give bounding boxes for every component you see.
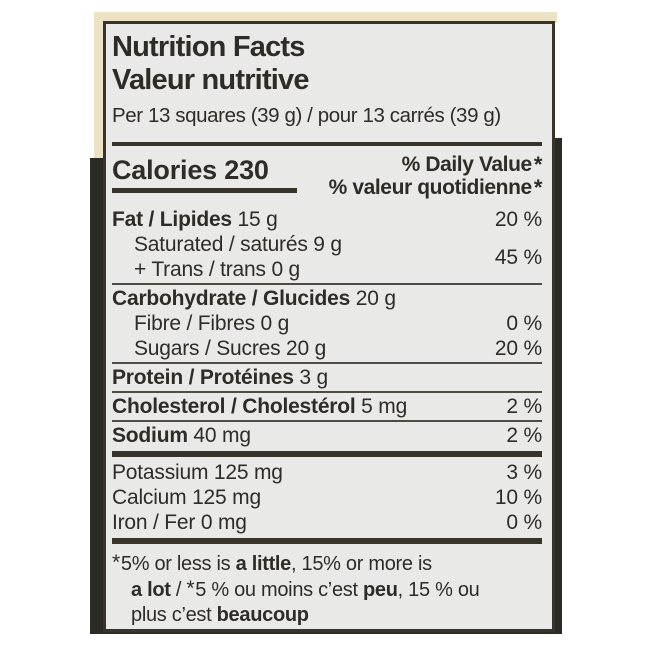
nutrient-name: Iron / Fer 0 mg <box>112 511 247 534</box>
daily-value-header-en: % Daily Value* <box>401 152 543 177</box>
calories-value: 230 <box>224 155 269 185</box>
nutrient-rows: Fat / Lipides 15 g 20 % Saturated / saturé… <box>112 207 542 544</box>
nutrient-name: Potassium 125 mg <box>112 461 283 484</box>
nutrient-row: Calcium 125 mg 10 % <box>112 485 542 510</box>
separator-thin <box>112 391 542 393</box>
nutrient-name: Sodium 40 mg <box>112 424 251 447</box>
nutrient-row: Carbohydrate / Glucides 20 g <box>112 286 542 311</box>
serving-size-line: Per 13 squares (39 g) / pour 13 carrés (… <box>112 104 501 127</box>
nutrient-row: Iron / Fer 0 mg 0 % <box>112 510 542 535</box>
separator-thin <box>112 283 542 285</box>
separator-thin <box>112 362 542 364</box>
footnote-line: plus c’est beaucoup <box>131 604 309 626</box>
daily-value-header-fr: % valeur quotidienne* <box>328 175 543 200</box>
nutrient-row: Potassium 125 mg 3 % <box>112 460 542 485</box>
nutrient-name: Fibre / Fibres 0 g <box>134 312 290 335</box>
nutrient-row: Fibre / Fibres 0 g 0 % <box>112 311 542 336</box>
nutrient-row: Cholesterol / Cholestérol 5 mg 2 % <box>112 394 542 419</box>
daily-value-percent: 20 % <box>494 337 542 360</box>
nutrient-name: Cholesterol / Cholestérol 5 mg <box>112 395 408 418</box>
daily-value-percent: 0 % <box>506 312 542 335</box>
calories-row: Calories 230 <box>112 155 297 199</box>
asterisk: * <box>533 152 543 177</box>
calories-and-daily-value-header: Calories 230 % Daily Value* % valeur quo… <box>112 153 542 199</box>
daily-value-percent: 2 % <box>506 424 542 447</box>
daily-value-percent: 20 % <box>494 208 542 231</box>
daily-value-footnote: *5% or less is a little, 15% or more is a… <box>112 551 542 628</box>
daily-value-header: % Daily Value* % valeur quotidienne* <box>328 152 543 200</box>
separator-thick <box>112 538 542 544</box>
nutrient-name: Fat / Lipides 15 g <box>112 208 278 231</box>
nutrient-row: Saturated / saturés 9 g + Trans / trans 0… <box>112 232 542 282</box>
nutrient-name: Calcium 125 mg <box>112 486 261 509</box>
nutrient-name: Protein / Protéines 3 g <box>112 366 328 389</box>
package-edge-cream-top <box>94 12 557 23</box>
nutrient-name: Carbohydrate / Glucides 20 g <box>112 287 396 310</box>
footnote-line: *5% or less is a little, 15% or more is <box>112 551 432 575</box>
daily-value-percent: 10 % <box>494 486 542 509</box>
label-title-english: Nutrition Facts <box>112 31 305 63</box>
nutrient-name: Sugars / Sucres 20 g <box>134 337 327 360</box>
nutrient-row: Sodium 40 mg 2 % <box>112 423 542 448</box>
separator-medium <box>112 142 542 146</box>
daily-value-percent: 0 % <box>506 511 542 534</box>
package-edge-dark-right <box>551 138 562 630</box>
calories-underline <box>112 188 297 193</box>
nutrient-row: Sugars / Sucres 20 g 20 % <box>112 336 542 361</box>
label-title-french: Valeur nutritive <box>112 64 310 96</box>
footnote-line: a lot / *5 % ou moins c’est peu, 15 % ou <box>131 577 480 601</box>
nutrient-row: Protein / Protéines 3 g <box>112 365 542 390</box>
separator-thick <box>112 451 542 457</box>
daily-value-percent: 3 % <box>506 461 542 484</box>
calories-label: Calories <box>112 155 217 185</box>
nutrition-facts-label: Nutrition Facts Valeur nutritive Per 13 … <box>103 21 555 632</box>
package-edge-cream-left <box>94 12 104 162</box>
separator-thin <box>112 420 542 422</box>
nutrient-name: Saturated / saturés 9 g + Trans / trans 0… <box>134 233 342 281</box>
daily-value-percent: 2 % <box>506 395 542 418</box>
asterisk: * <box>533 175 543 200</box>
daily-value-percent: 45 % <box>494 245 542 269</box>
nutrient-row: Fat / Lipides 15 g 20 % <box>112 207 542 232</box>
package-edge-dark-left <box>90 158 104 632</box>
